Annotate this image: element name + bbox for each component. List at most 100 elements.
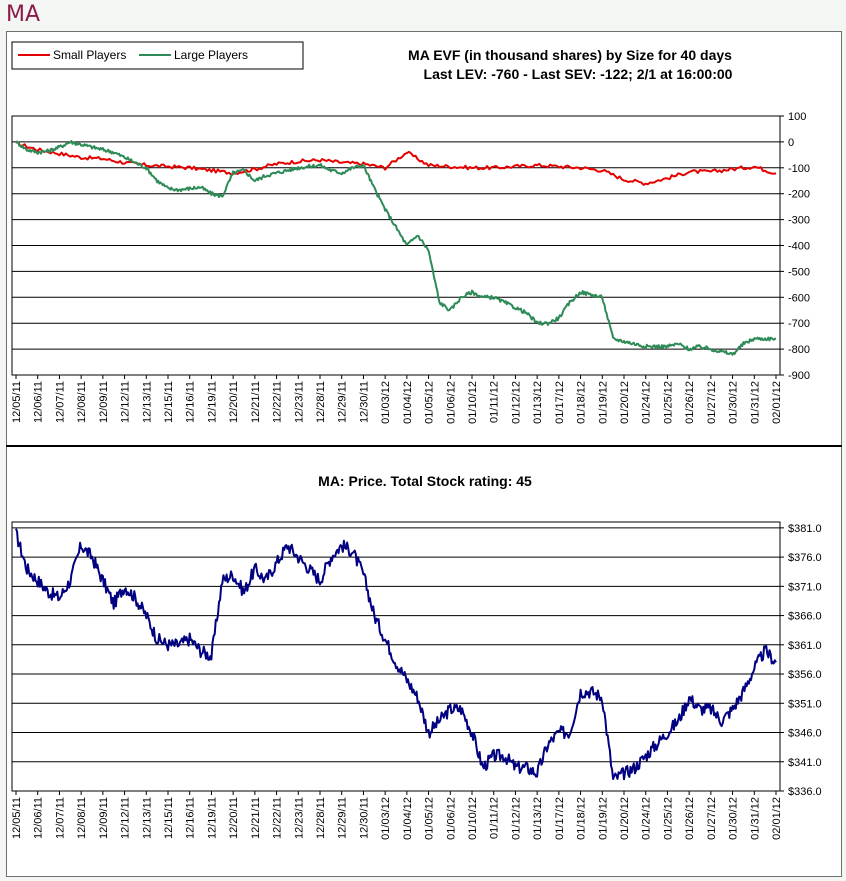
x-tick-label: 12/21/11 [250, 381, 262, 423]
x-tick-label: 12/28/11 [315, 381, 327, 423]
x-tick-label: 12/06/11 [33, 381, 45, 423]
x-tick-label: 12/05/11 [11, 797, 23, 839]
x-tick-label: 01/11/12 [489, 797, 501, 839]
y-tick-label: -800 [788, 344, 810, 356]
x-tick-label: 12/19/11 [206, 381, 218, 423]
x-tick-label: 01/12/12 [510, 381, 522, 424]
price-x-axis: 12/05/11 12/06/11 12/07/11 12/08/11 12/09/11… [11, 791, 783, 840]
x-tick-label: 12/09/11 [98, 381, 110, 423]
x-tick-label: 12/20/11 [228, 381, 240, 423]
x-tick-label: 01/24/12 [641, 797, 653, 840]
y-tick-label: $361.0 [788, 640, 822, 652]
x-tick-label: 01/03/12 [380, 381, 392, 424]
x-tick-label: 12/19/11 [206, 797, 218, 839]
x-tick-label: 01/31/12 [749, 381, 761, 424]
x-tick-label: 12/30/11 [358, 797, 370, 839]
price-y-axis: $381.0 $376.0 $371.0 $366.0 $361.0 $356.0 $351… [788, 523, 822, 798]
evf-x-axis: 12/05/11 12/06/11 12/07/11 12/08/11 12/09/11… [11, 375, 783, 424]
x-tick-label: 12/20/11 [228, 797, 240, 839]
x-tick-label: 12/28/11 [315, 797, 327, 839]
ticker-label: MA [6, 2, 41, 27]
x-tick-label: 01/25/12 [662, 797, 674, 840]
x-tick-label: 01/18/12 [576, 797, 588, 840]
y-tick-label: -400 [788, 241, 810, 253]
x-tick-label: 12/13/11 [141, 797, 153, 839]
x-tick-label: 12/16/11 [185, 797, 197, 839]
y-tick-label: $341.0 [788, 757, 822, 769]
x-tick-label: 01/17/12 [554, 381, 566, 424]
x-tick-label: 12/08/11 [76, 381, 88, 423]
y-tick-label: 100 [788, 111, 806, 123]
series-line-large-players [15, 140, 776, 356]
x-tick-label: 01/04/12 [402, 797, 414, 840]
price-plot-border [11, 521, 781, 792]
y-tick-label: $351.0 [788, 698, 822, 710]
x-tick-label: 01/06/12 [445, 797, 457, 840]
x-tick-label: 12/13/11 [141, 381, 153, 423]
x-tick-label: 01/10/12 [467, 381, 479, 424]
y-tick-label: -100 [788, 163, 810, 175]
x-tick-label: 01/27/12 [706, 797, 718, 840]
y-tick-label: $336.0 [788, 786, 822, 798]
x-tick-label: 12/29/11 [337, 797, 349, 839]
y-tick-label: $371.0 [788, 581, 822, 593]
x-tick-label: 01/30/12 [728, 797, 740, 840]
y-tick-label: -200 [788, 189, 810, 201]
x-tick-label: 01/25/12 [662, 381, 674, 424]
x-tick-label: 01/04/12 [402, 381, 414, 424]
x-tick-label: 01/13/12 [532, 381, 544, 424]
x-tick-label: 02/01/12 [771, 381, 783, 424]
x-tick-label: 12/30/11 [358, 381, 370, 423]
x-tick-label: 12/15/11 [163, 381, 175, 423]
y-tick-label: $366.0 [788, 611, 822, 623]
evf-title: MA EVF (in thousand shares) by Size for … [408, 47, 732, 63]
evf-plot-border [11, 115, 781, 376]
x-tick-label: 01/26/12 [684, 797, 696, 840]
x-tick-label: 01/24/12 [641, 381, 653, 424]
x-tick-label: 12/15/11 [163, 797, 175, 839]
x-tick-label: 01/20/12 [619, 381, 631, 424]
y-tick-label: $346.0 [788, 728, 822, 740]
x-tick-label: 01/17/12 [554, 797, 566, 840]
x-tick-label: 01/18/12 [576, 381, 588, 424]
x-tick-label: 12/12/11 [120, 381, 132, 423]
x-tick-label: 01/19/12 [597, 797, 609, 840]
x-tick-label: 12/09/11 [98, 797, 110, 839]
x-tick-label: 12/22/11 [272, 797, 284, 839]
legend-label-small: Small Players [53, 48, 126, 62]
x-tick-label: 01/20/12 [619, 797, 631, 840]
chart-frame [6, 31, 842, 877]
x-tick-label: 12/23/11 [293, 797, 305, 839]
y-tick-label: $381.0 [788, 523, 822, 535]
x-tick-label: 01/31/12 [749, 797, 761, 840]
x-tick-label: 12/08/11 [76, 797, 88, 839]
x-tick-label: 12/16/11 [185, 381, 197, 423]
x-tick-label: 12/05/11 [11, 381, 23, 423]
y-tick-label: -500 [788, 266, 810, 278]
x-tick-label: 12/12/11 [120, 797, 132, 839]
x-tick-label: 12/07/11 [54, 381, 66, 423]
x-tick-label: 01/05/12 [424, 797, 436, 840]
x-tick-label: 01/12/12 [510, 797, 522, 840]
x-tick-label: 01/11/12 [489, 381, 501, 423]
panel-divider [6, 445, 842, 447]
y-tick-label: -900 [788, 370, 810, 382]
y-tick-label: 0 [788, 137, 794, 149]
legend-label-large: Large Players [174, 48, 248, 62]
y-tick-label: $376.0 [788, 552, 822, 564]
series-line-small-players [15, 140, 777, 186]
y-tick-label: $356.0 [788, 669, 822, 681]
evf-subtitle: Last LEV: -760 - Last SEV: -122; 2/1 at … [424, 66, 733, 82]
x-tick-label: 01/26/12 [684, 381, 696, 424]
x-tick-label: 12/23/11 [293, 381, 305, 423]
x-tick-label: 12/21/11 [250, 797, 262, 839]
price-gridlines [12, 527, 784, 792]
x-tick-label: 01/06/12 [445, 381, 457, 424]
price-series-group [15, 528, 777, 781]
y-tick-label: -300 [788, 215, 810, 227]
x-tick-label: 12/29/11 [337, 381, 349, 423]
x-tick-label: 12/22/11 [272, 381, 284, 423]
evf-y-axis: 100 0 -100 -200 -300 -400 -500 -600 -700 -800 -900 [788, 111, 810, 382]
evf-legend: Small Players Large Players [11, 41, 304, 70]
